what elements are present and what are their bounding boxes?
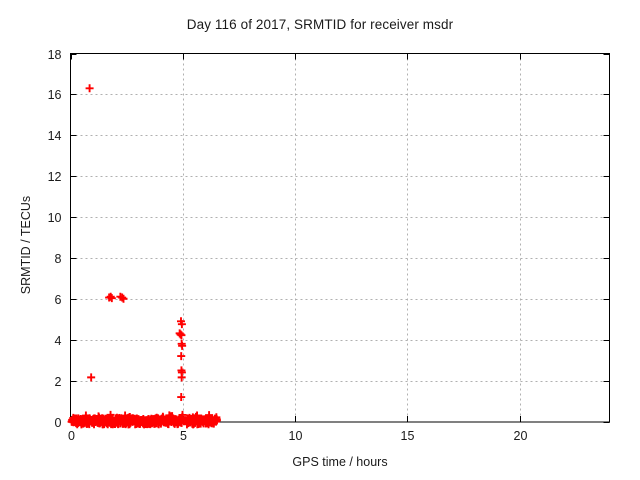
- y-tick-label: 10: [48, 211, 62, 225]
- data-point-marker: [106, 292, 115, 301]
- x-tick-label: 10: [289, 429, 303, 443]
- x-tick-label: 0: [68, 429, 75, 443]
- data-point-marker: [87, 373, 96, 382]
- data-point-marker: [85, 84, 94, 93]
- data-points: [67, 84, 221, 429]
- x-tick-label: 15: [401, 429, 415, 443]
- y-tick-label: 18: [48, 48, 62, 62]
- y-tick-labels: 0 2 4 6 8 10 12 14 16 18: [48, 48, 62, 430]
- x-tick-label: 20: [514, 429, 528, 443]
- data-point-marker: [118, 293, 127, 302]
- data-point-marker: [119, 294, 128, 303]
- axis-ticks: [70, 53, 610, 423]
- data-point-marker: [177, 373, 186, 382]
- data-point-marker: [212, 416, 221, 425]
- y-tick-label: 8: [55, 252, 62, 266]
- data-point-marker: [178, 341, 187, 350]
- y-tick-label: 2: [55, 375, 62, 389]
- y-tick-label: 14: [48, 129, 62, 143]
- x-tick-labels: 0 5 10 15 20: [68, 429, 527, 443]
- data-point-marker: [177, 352, 186, 361]
- x-axis-label: GPS time / hours: [292, 455, 388, 469]
- x-tick-label: 5: [180, 429, 187, 443]
- chart-title: Day 116 of 2017, SRMTID for receiver msd…: [186, 17, 454, 32]
- y-tick-label: 16: [48, 88, 62, 102]
- data-point-marker: [178, 410, 187, 419]
- y-tick-label: 0: [55, 416, 62, 430]
- plot-frame: [70, 53, 610, 423]
- y-tick-label: 4: [55, 334, 62, 348]
- data-point-marker: [177, 393, 186, 402]
- data-point-marker: [107, 294, 116, 303]
- data-point-marker: [177, 320, 186, 329]
- data-point-marker: [177, 331, 186, 340]
- y-tick-label: 12: [48, 170, 62, 184]
- gridlines: [70, 53, 610, 422]
- y-tick-label: 6: [55, 293, 62, 307]
